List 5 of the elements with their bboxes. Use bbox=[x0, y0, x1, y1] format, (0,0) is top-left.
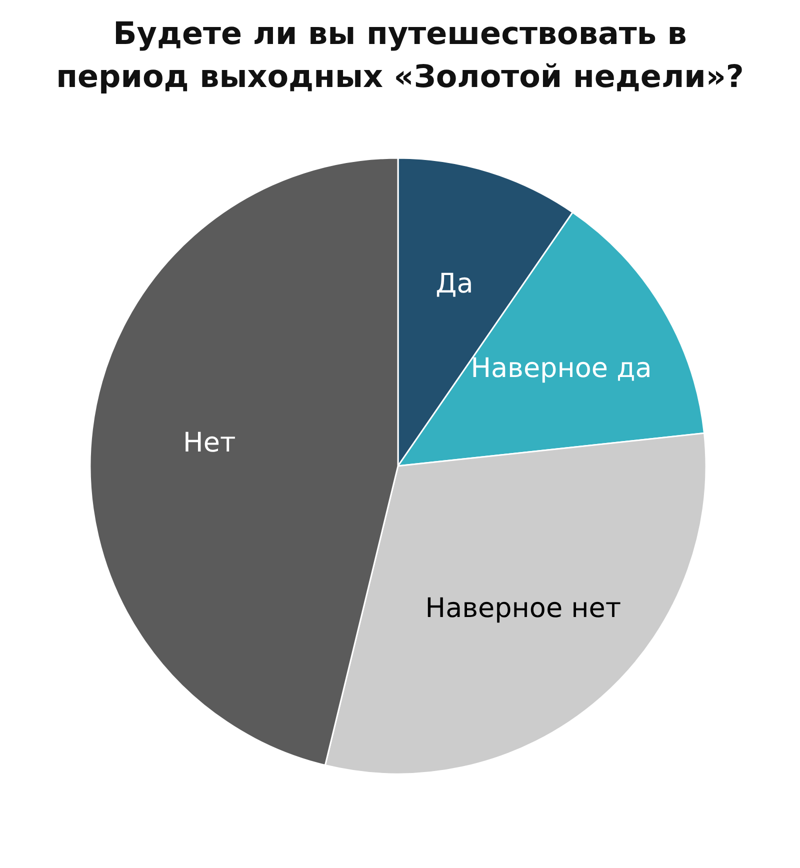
slice-label: Наверное да bbox=[470, 352, 652, 384]
chart-title: Будете ли вы путешествовать в период выходных «Золотой недели»? bbox=[56, 16, 744, 95]
slice-label: Да bbox=[436, 268, 474, 300]
slice-label: Наверное нет bbox=[425, 592, 622, 624]
slice-label: Нет bbox=[183, 427, 236, 458]
